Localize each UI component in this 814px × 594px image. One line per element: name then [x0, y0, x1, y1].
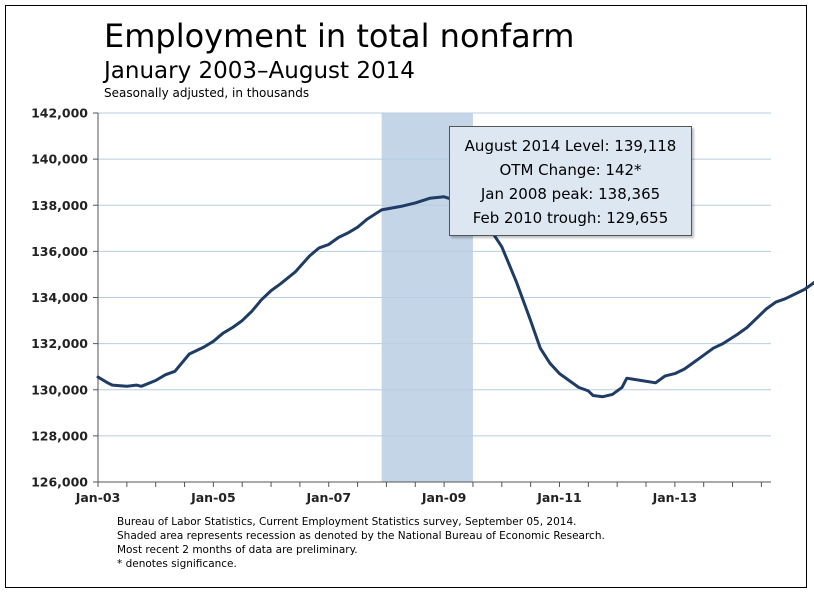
source-line: Bureau of Labor Statistics, Current Empl… — [117, 516, 577, 528]
annotation-level: August 2014 Level: 139,118 — [464, 137, 677, 155]
y-tick-label: 126,000 — [31, 475, 88, 490]
y-tick-label: 140,000 — [31, 152, 88, 167]
chart-subtitle: January 2003–August 2014 — [104, 58, 415, 84]
x-tick-label: Jan-07 — [305, 490, 351, 505]
x-tick-label: Jan-13 — [652, 490, 698, 505]
x-tick-label: Jan-09 — [421, 490, 467, 505]
chart-title: Employment in total nonfarm — [104, 17, 575, 55]
y-tick-label: 132,000 — [31, 336, 88, 351]
x-tick-label: Jan-11 — [536, 490, 582, 505]
x-tick-label: Jan-05 — [190, 490, 236, 505]
y-axis-ticks: 126,000 128,000 130,000 132,000 134,000 136,0… — [31, 106, 98, 490]
annotation-trough: Feb 2010 trough: 129,655 — [472, 209, 669, 227]
annotation-peak: Jan 2008 peak: 138,365 — [480, 185, 661, 203]
y-tick-label: 136,000 — [31, 244, 88, 259]
x-tick-label: Jan-03 — [75, 490, 121, 505]
employment-series-line — [96, 195, 814, 399]
source-line: Shaded area represents recession as deno… — [117, 530, 605, 542]
y-tick-label: 138,000 — [31, 198, 88, 213]
chart-note: Seasonally adjusted, in thousands — [104, 86, 310, 100]
source-notes: Bureau of Labor Statistics, Current Empl… — [117, 515, 605, 571]
y-tick-label: 128,000 — [31, 428, 88, 443]
source-line: Most recent 2 months of data are prelimi… — [117, 544, 358, 556]
y-tick-label: 134,000 — [31, 290, 88, 305]
x-axis-ticks: Jan-03 Jan-05 Jan-07 Jan-09 Jan-11 Jan-13 — [75, 482, 762, 505]
y-tick-label: 142,000 — [31, 106, 88, 121]
annotation-otm-change: OTM Change: 142* — [499, 161, 642, 179]
source-line: * denotes significance. — [117, 558, 237, 570]
annotation-box: August 2014 Level: 139,118 OTM Change: 1… — [449, 126, 692, 236]
y-tick-label: 130,000 — [31, 382, 88, 397]
